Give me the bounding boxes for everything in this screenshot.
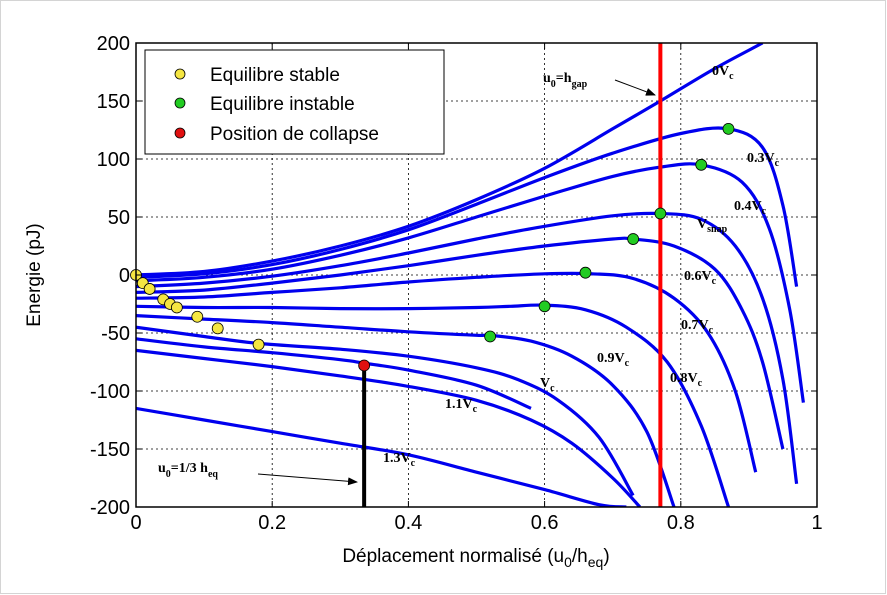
curve-0_6Vc (136, 271, 758, 473)
legend-label-collapse: Position de collapse (210, 124, 379, 145)
unstable-point (722, 122, 735, 135)
curve-0_4Vc (136, 162, 805, 403)
x-tick-label: 0.2 (258, 512, 286, 534)
x-axis-label: Déplacement normalisé (u0/heq) (342, 546, 609, 570)
annotation-gap: u0=hgap (543, 71, 656, 96)
y-tick-label: 100 (97, 149, 130, 171)
curve-1_3Vc (136, 406, 627, 507)
y-tick-label: 200 (97, 33, 130, 55)
curve-label: Vc (540, 376, 555, 394)
curve-0Vc (136, 43, 764, 277)
y-tick-label: 150 (97, 91, 130, 113)
curve-1_1Vc (136, 348, 642, 507)
unstable-point (484, 330, 497, 343)
legend: Equilibre stable Equilibre instable Posi… (144, 49, 445, 155)
y-tick-label: -100 (90, 381, 130, 403)
x-tick-label: 0 (130, 512, 141, 534)
unstable-point (627, 233, 640, 245)
curve-Vc (136, 337, 532, 410)
x-tick-label: 0.6 (531, 512, 559, 534)
curve-label: 0.3Vc (747, 151, 780, 169)
svg-text:u0=1/3 heq: u0=1/3 heq (158, 461, 218, 480)
curve-label: 0Vc (712, 64, 734, 82)
stable-point (252, 338, 265, 351)
ticks: 0 0.2 0.4 0.6 0.8 1 -200 -150 -100 -50 0 50 100 150 20… (90, 33, 823, 534)
collapse-point (358, 359, 371, 372)
legend-label-unstable: Equilibre instable (210, 94, 355, 115)
x-tick-label: 0.4 (394, 512, 422, 534)
curve-0_7Vc (136, 303, 731, 507)
unstable-point (654, 207, 667, 220)
curve-label: 0.9Vc (597, 351, 630, 369)
curve-label: 1.3Vc (383, 451, 416, 469)
x-tick-label: 1 (811, 512, 822, 534)
curve-label: 0.6Vc (684, 269, 717, 287)
svg-text:u0=hgap: u0=hgap (543, 71, 588, 90)
y-tick-label: -50 (101, 323, 130, 345)
curve-label: 0.7Vc (681, 318, 714, 336)
legend-marker-stable (174, 68, 186, 80)
legend-marker-unstable (174, 97, 186, 109)
stable-point (143, 283, 156, 295)
curve-label: 0.8Vc (670, 371, 703, 389)
annotation-gap-arrow (614, 79, 656, 96)
curve-Vsnap (136, 211, 799, 485)
annotation-third: u0=1/3 heq (158, 461, 358, 486)
y-tick-label: -150 (90, 439, 130, 461)
curve-label: 0.4Vc (734, 199, 767, 217)
legend-label-stable: Equilibre stable (210, 65, 340, 86)
y-tick-label: 50 (108, 207, 130, 229)
y-tick-label: 0 (119, 265, 130, 287)
stable-point (170, 301, 183, 314)
legend-marker-collapse (174, 127, 186, 139)
stable-point (211, 322, 224, 335)
y-axis-label: Energie (pJ) (24, 223, 45, 327)
unstable-point (579, 266, 592, 279)
curve-0_3Vc (136, 126, 799, 287)
unstable-point (538, 300, 551, 313)
curve-0_9Vc (136, 325, 635, 497)
curve-label: Vsnap (697, 217, 728, 235)
stable-point (191, 310, 204, 323)
curve-0_8Vc (136, 314, 676, 507)
curve-0_5Vc (136, 236, 785, 450)
vertical-lines (362, 43, 663, 507)
legend-box (144, 49, 445, 155)
curve-labels: 0Vc 0.3Vc 0.4Vc Vsnap 0.6Vc 0.7Vc 0.8Vc 0.9Vc Vc… (383, 64, 780, 469)
points (130, 122, 735, 372)
y-tick-label: -200 (90, 497, 130, 519)
x-tick-label: 0.8 (667, 512, 695, 534)
curves (136, 43, 805, 507)
annotation-third-arrow (257, 473, 358, 486)
curve-label: 1.1Vc (445, 397, 478, 415)
unstable-point (695, 158, 708, 171)
